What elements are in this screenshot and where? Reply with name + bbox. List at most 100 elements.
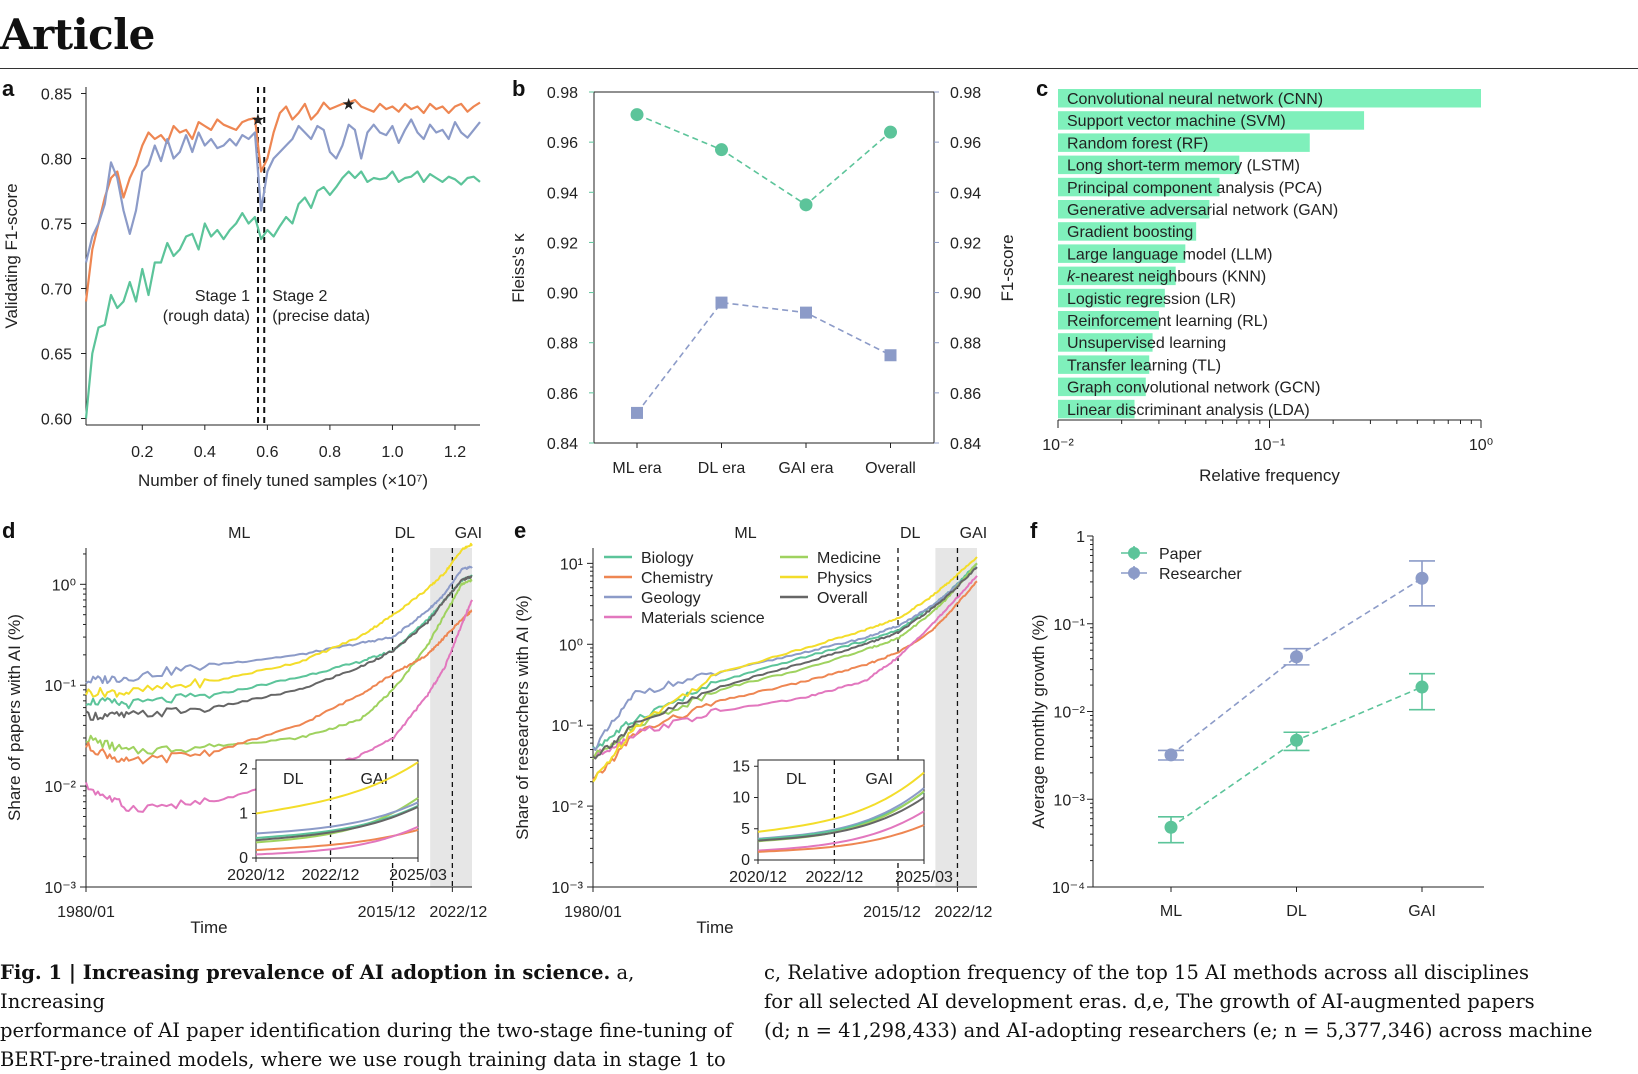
b-series-line xyxy=(636,113,892,206)
caption-left: Fig. 1 | Increasing prevalence of AI ado… xyxy=(0,958,740,1074)
b-ytick-left-label: 0.86 xyxy=(547,386,578,403)
a-stage1-label: Stage 1 xyxy=(195,288,250,305)
figure-canvas: 0.60 0.65 0.70 0.75 0.80 0.85 0.2 0.4 0.6 0.8 1.0 1… xyxy=(2,85,1493,937)
c-bar-label: Support vector machine (SVM) xyxy=(1067,113,1286,130)
d-inset-ytick-label: 0 xyxy=(239,850,248,867)
e-series-line xyxy=(592,556,978,783)
d-era-label-ml: ML xyxy=(228,525,250,542)
c-xtick-label: 10⁰ xyxy=(1469,437,1493,454)
e-legend-label: Medicine xyxy=(817,550,881,567)
caption-left-line1: a, Increasing xyxy=(0,961,635,1013)
b-y-axis-label-right: F1-score xyxy=(998,234,1017,301)
d-gai-shade xyxy=(430,548,472,887)
e-ytick-label: 10⁻¹ xyxy=(551,718,583,735)
a-ytick-label: 0.80 xyxy=(41,152,72,169)
c-bar-label: Logistic regression (LR) xyxy=(1067,291,1236,308)
b-marker-circle xyxy=(715,143,728,157)
f-series-line xyxy=(1170,577,1423,756)
c-bar xyxy=(1058,288,1165,308)
a-ytick-label: 0.60 xyxy=(41,412,72,429)
b-xtick-label: GAI era xyxy=(778,460,833,477)
e-ytick-label: 10¹ xyxy=(560,556,583,573)
e-series-line xyxy=(592,575,978,759)
f-ytick-label: 10⁻² xyxy=(1053,705,1085,722)
d-inset-series-line xyxy=(255,804,419,839)
e-legend-label: Geology xyxy=(641,590,701,607)
b-plot-frame xyxy=(593,91,935,444)
c-bar xyxy=(1058,177,1220,197)
c-bar xyxy=(1058,311,1159,330)
title-divider xyxy=(0,68,1638,69)
e-x-axis-label: Time xyxy=(696,918,733,937)
panel-label-a: a xyxy=(2,76,15,101)
a-ytick-label: 0.75 xyxy=(41,217,72,234)
d-series-line xyxy=(85,609,473,765)
c-bar-label: Transfer learning (TL) xyxy=(1067,357,1221,374)
d-inset-xtick-label: 2025/03 xyxy=(389,867,447,884)
e-legend-label: Chemistry xyxy=(641,570,713,587)
b-ytick-left-label: 0.88 xyxy=(547,336,578,353)
b-ytick-left-label: 0.96 xyxy=(547,135,578,152)
d-series-line xyxy=(85,578,473,755)
page-title: Article xyxy=(0,10,155,59)
b-ytick-right-label: 0.90 xyxy=(950,286,981,303)
e-inset-xtick-label: 2025/03 xyxy=(895,869,953,886)
f-xtick-label: DL xyxy=(1286,903,1307,920)
a-series-line xyxy=(84,118,481,263)
e-xtick-label: 1980/01 xyxy=(564,904,622,921)
c-bar-label: Linear discriminant analysis (LDA) xyxy=(1067,402,1310,419)
d-ytick-label: 10⁰ xyxy=(52,577,76,594)
caption-left-line2: performance of AI paper identification d… xyxy=(0,1019,733,1042)
b-ytick-left-label: 0.92 xyxy=(547,235,578,252)
f-marker xyxy=(1164,748,1178,762)
f-legend-label: Paper xyxy=(1159,546,1202,563)
b-marker-circle xyxy=(799,198,813,212)
c-xtick-label: 10⁻¹ xyxy=(1254,437,1286,454)
d-inset-ytick-label: 2 xyxy=(239,761,248,778)
b-ytick-right-label: 0.88 xyxy=(950,336,981,353)
a-xtick-label: 0.8 xyxy=(319,444,341,461)
e-series-line xyxy=(592,566,978,751)
f-ytick-label: 10⁻¹ xyxy=(1053,617,1085,634)
f-marker xyxy=(1290,733,1303,747)
e-era-label-ml: ML xyxy=(734,525,756,542)
a-best-star: ★ xyxy=(341,97,355,114)
e-inset-series-line xyxy=(757,771,925,833)
f-marker xyxy=(1164,820,1178,834)
d-series-line xyxy=(85,574,473,710)
d-ytick-label: 10⁻² xyxy=(44,779,76,796)
e-inset-series-line xyxy=(757,824,925,853)
a-stage2-label: Stage 2 xyxy=(272,288,327,305)
b-ytick-right-label: 0.98 xyxy=(950,85,981,102)
panel-label-c: c xyxy=(1036,76,1049,101)
b-ytick-right-label: 0.84 xyxy=(950,436,981,453)
c-bar xyxy=(1058,155,1240,175)
d-inset-series-line xyxy=(255,761,419,815)
d-era-label-gai: GAI xyxy=(455,525,483,542)
b-marker-square xyxy=(631,406,643,419)
a-stage1-sublabel: (rough data) xyxy=(163,308,250,325)
b-xtick-label: Overall xyxy=(865,460,916,477)
c-bar xyxy=(1058,222,1197,241)
b-marker-circle xyxy=(630,108,644,122)
c-label-italic: k xyxy=(1067,269,1076,286)
c-bar-label: Graph convolutional network (GCN) xyxy=(1067,380,1320,397)
f-ytick-label: 10⁻³ xyxy=(1053,792,1085,809)
d-inset-xtick-label: 2022/12 xyxy=(302,867,360,884)
f-marker xyxy=(1290,650,1303,664)
c-bar-label: Generative adversarial network (GAN) xyxy=(1067,202,1338,219)
c-bar-label: Gradient boosting xyxy=(1067,224,1193,241)
f-legend-marker xyxy=(1128,567,1140,579)
c-bar xyxy=(1058,133,1310,152)
panel-label-e: e xyxy=(514,518,527,543)
d-series-line xyxy=(85,542,473,698)
c-x-axis-label: Relative frequency xyxy=(1199,466,1340,485)
caption-right-line1: c, Relative adoption frequency of the to… xyxy=(764,961,1529,984)
d-xtick-label: 2015/12 xyxy=(358,904,416,921)
b-ytick-right-label: 0.96 xyxy=(950,135,981,152)
a-best-star: ★ xyxy=(251,112,265,129)
b-xtick-label: DL era xyxy=(698,460,746,477)
a-xtick-label: 1.0 xyxy=(381,444,403,461)
d-series-line xyxy=(85,599,473,813)
c-bar xyxy=(1058,399,1135,419)
